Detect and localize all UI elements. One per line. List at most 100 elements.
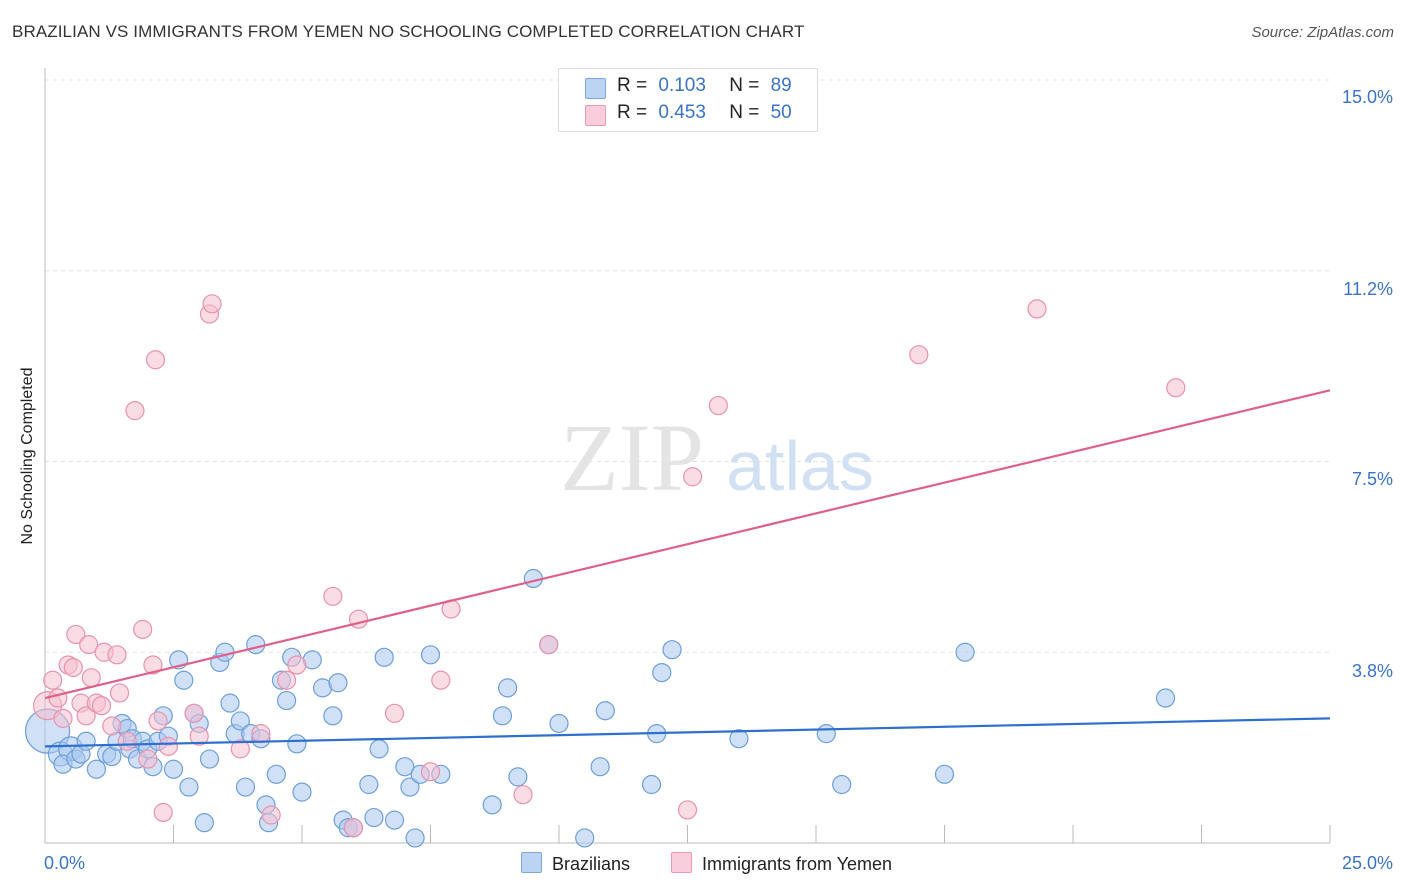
point-brazilians <box>405 828 425 848</box>
legend-swatch-brazilians <box>585 78 606 99</box>
y-tick-label: 3.8% <box>1352 661 1393 681</box>
point-brazilians <box>549 713 569 734</box>
point-brazilians <box>230 711 250 731</box>
point-yemen <box>102 716 122 736</box>
point-yemen <box>48 688 68 708</box>
point-brazilians <box>395 757 415 777</box>
point-yemen <box>420 762 441 782</box>
point-yemen <box>109 683 130 703</box>
point-brazilians <box>955 642 975 662</box>
x-tick-label: 25.0% <box>1342 853 1393 873</box>
point-yemen <box>76 706 96 726</box>
n-label: N = <box>729 75 760 96</box>
point-brazilians <box>816 724 836 744</box>
n-value: 89 <box>770 75 792 96</box>
point-yemen <box>276 670 297 690</box>
point-yemen <box>153 802 173 823</box>
point-brazilians <box>1155 688 1176 708</box>
point-yemen <box>708 395 728 416</box>
trend-line-brazilians <box>44 717 1331 748</box>
x-tick-label: 0.0% <box>44 853 85 873</box>
y-tick-label: 7.5% <box>1352 469 1393 489</box>
point-brazilians <box>246 635 266 655</box>
point-yemen <box>384 703 405 723</box>
y-tick-label: 15.0% <box>1342 87 1393 107</box>
point-brazilians <box>179 777 199 797</box>
y-tick-label: 11.2% <box>1343 279 1393 299</box>
point-yemen <box>145 350 166 370</box>
scatter-points <box>24 294 1186 848</box>
point-yemen <box>683 467 703 487</box>
point-yemen <box>539 635 559 655</box>
point-brazilians <box>934 764 955 784</box>
legend-swatch-yemen <box>585 105 606 126</box>
point-yemen <box>63 657 83 678</box>
r-label: R = <box>617 75 648 96</box>
tick-labels: 15.0% 11.2% 7.5% 3.8% 0.0% 25.0% <box>44 87 1393 873</box>
point-brazilians <box>359 774 379 795</box>
point-yemen <box>230 739 250 759</box>
point-brazilians <box>575 828 595 848</box>
point-yemen <box>125 401 145 421</box>
r-label: R = <box>617 102 648 123</box>
point-yemen <box>53 708 73 728</box>
point-yemen <box>184 703 204 723</box>
point-yemen <box>677 800 698 820</box>
point-brazilians <box>86 759 107 779</box>
point-brazilians <box>235 777 256 797</box>
point-brazilians <box>374 647 394 667</box>
r-value: 0.103 <box>658 75 706 96</box>
point-brazilians <box>595 701 615 721</box>
trend-lines <box>44 389 1331 748</box>
bottom-legend-label-brazilians: Brazilians <box>552 854 631 874</box>
r-value: 0.453 <box>658 102 706 123</box>
point-brazilians <box>420 645 441 665</box>
trend-line-yemen <box>44 389 1331 700</box>
point-yemen <box>117 731 137 751</box>
point-yemen <box>343 818 363 838</box>
point-brazilians <box>369 739 389 759</box>
bottom-legend-label-yemen: Immigrants from Yemen <box>702 854 893 874</box>
point-yemen <box>91 696 112 716</box>
point-yemen <box>1027 299 1047 319</box>
point-brazilians <box>174 670 194 690</box>
point-brazilians <box>215 642 235 662</box>
point-yemen <box>81 668 101 688</box>
point-brazilians <box>400 777 420 797</box>
point-brazilians <box>163 759 184 779</box>
y-axis-label: No Schooling Completed <box>19 367 36 545</box>
n-value: 50 <box>770 102 792 123</box>
point-brazilians <box>328 673 348 693</box>
point-brazilians <box>384 810 405 830</box>
bottom-legend-swatch-brazilians <box>521 852 542 873</box>
point-brazilians <box>364 807 384 828</box>
point-yemen <box>43 670 63 690</box>
point-brazilians <box>194 813 214 833</box>
point-yemen <box>202 294 222 314</box>
point-brazilians <box>482 795 502 815</box>
point-yemen <box>251 724 271 744</box>
point-yemen <box>189 726 209 746</box>
point-brazilians <box>76 731 96 751</box>
bottom-legend-swatch-yemen <box>671 852 692 873</box>
point-yemen <box>1166 378 1186 398</box>
point-yemen <box>287 655 307 675</box>
point-yemen <box>107 645 127 665</box>
bottom-legend-yemen: Immigrants from Yemen <box>671 852 892 875</box>
point-yemen <box>261 805 281 825</box>
point-brazilians <box>729 729 749 749</box>
point-yemen <box>148 711 168 731</box>
legend-text-brazilians: R = 0.103 N = 89 <box>617 75 792 97</box>
bottom-legend-brazilians: Brazilians <box>521 852 630 875</box>
n-label: N = <box>729 102 760 123</box>
point-brazilians <box>323 706 343 726</box>
point-yemen <box>158 736 178 756</box>
point-yemen <box>431 670 451 690</box>
point-yemen <box>909 345 929 365</box>
point-brazilians <box>498 678 518 698</box>
point-brazilians <box>199 749 220 769</box>
source-label: Source: ZipAtlas.com <box>1251 24 1394 41</box>
point-yemen <box>323 586 343 606</box>
point-yemen <box>138 749 158 769</box>
point-brazilians <box>287 734 307 754</box>
